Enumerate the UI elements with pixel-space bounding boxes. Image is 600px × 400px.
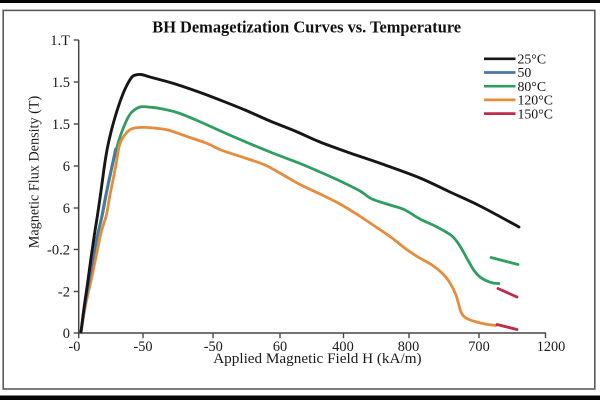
- svg-text:60: 60: [273, 339, 287, 355]
- svg-text:1.T: 1.T: [50, 33, 70, 49]
- svg-text:1.5: 1.5: [52, 75, 70, 91]
- svg-text:800: 800: [398, 339, 419, 355]
- svg-text:-0: -0: [69, 339, 81, 355]
- svg-text:1200: 1200: [537, 339, 566, 355]
- svg-text:25°C: 25°C: [518, 52, 547, 67]
- svg-text:-2: -2: [58, 284, 70, 300]
- svg-text:120°C: 120°C: [518, 93, 553, 108]
- svg-text:-0.2: -0.2: [47, 242, 70, 258]
- svg-text:Magnetic Flux Density (T): Magnetic Flux Density (T): [26, 95, 42, 248]
- svg-text:-50: -50: [133, 339, 152, 355]
- svg-text:Applied Magnetic Field H (kA/m: Applied Magnetic Field H (kA/m): [213, 350, 421, 367]
- svg-text:1.5: 1.5: [52, 117, 70, 133]
- svg-text:0: 0: [63, 326, 70, 342]
- svg-text:700: 700: [468, 339, 489, 355]
- svg-text:150°C: 150°C: [518, 106, 553, 121]
- svg-text:-50: -50: [204, 339, 223, 355]
- svg-text:6: 6: [63, 159, 70, 175]
- svg-text:50: 50: [518, 65, 532, 80]
- svg-text:BH Demagetization Curves vs. T: BH Demagetization Curves vs. Temperature: [152, 18, 461, 37]
- svg-text:80°C: 80°C: [518, 79, 547, 94]
- svg-text:6: 6: [63, 201, 70, 217]
- svg-text:400: 400: [332, 339, 353, 355]
